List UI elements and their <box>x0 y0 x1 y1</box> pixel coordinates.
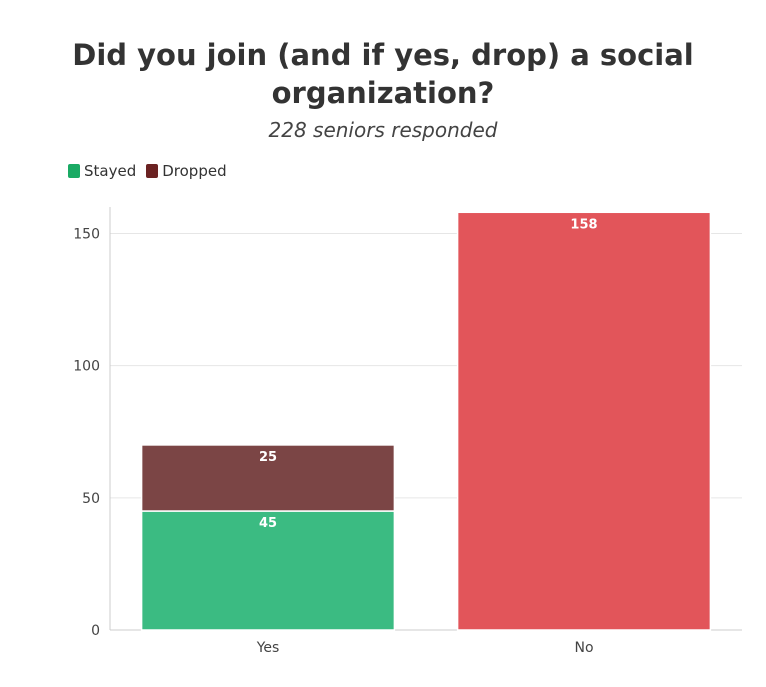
y-tick-label-0: 0 <box>91 623 100 639</box>
data-label-no-2: 158 <box>570 217 597 232</box>
legend-item-dropped[interactable]: Dropped <box>146 162 227 180</box>
bar-yes-1 <box>140 444 396 512</box>
legend-label-stayed: Stayed <box>84 162 137 180</box>
legend-label-dropped: Dropped <box>162 162 227 180</box>
bar-no-2 <box>456 211 712 631</box>
data-label-yes-1: 25 <box>259 450 277 465</box>
x-tick-label-no: No <box>574 640 593 656</box>
chart-title: Did you join (and if yes, drop) a social… <box>72 38 694 110</box>
y-tick-label-150: 150 <box>73 226 100 242</box>
y-tick-label-100: 100 <box>73 359 100 375</box>
legend-swatch-stayed <box>68 164 80 178</box>
x-tick-label-yes: Yes <box>256 640 280 656</box>
data-label-yes-0: 45 <box>259 516 277 531</box>
y-tick-label-50: 50 <box>82 491 100 507</box>
legend-swatch-dropped <box>146 164 159 178</box>
chart-legend: Stayed Dropped <box>68 162 227 180</box>
chart-subtitle: 228 seniors responded <box>268 118 498 142</box>
legend-item-stayed[interactable]: Stayed <box>68 162 136 180</box>
